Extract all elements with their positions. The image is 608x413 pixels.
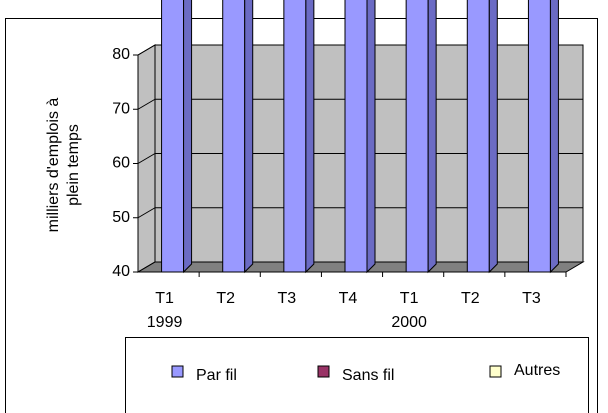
x-tick-label: T1 xyxy=(400,290,419,307)
legend-label: Par fil xyxy=(196,367,237,384)
legend-label: Sans fil xyxy=(342,367,394,384)
bar-segment xyxy=(466,0,498,274)
bar-side xyxy=(183,0,193,274)
bar-segment xyxy=(283,0,315,274)
bar-side xyxy=(305,0,315,274)
y-tick-label: 50 xyxy=(112,209,130,226)
y-axis-label: milliers d'emplois à xyxy=(45,98,62,233)
grid-line xyxy=(137,153,156,164)
bar-front xyxy=(222,0,246,273)
bar-front xyxy=(344,0,368,273)
y-tick-label: 80 xyxy=(112,46,130,63)
grid-line xyxy=(137,207,156,219)
bar-front xyxy=(283,0,307,273)
bar-front xyxy=(527,0,551,273)
x-tick-label: T4 xyxy=(339,290,358,307)
bar-side xyxy=(549,0,559,274)
grid-line xyxy=(137,44,156,56)
x-year-label: 2000 xyxy=(391,314,427,331)
x-tick-label: T2 xyxy=(216,290,235,307)
x-tick-label: T1 xyxy=(155,290,174,307)
bar-segment xyxy=(527,0,559,274)
bar-side xyxy=(488,0,498,274)
bar-side xyxy=(427,0,437,274)
bar-front xyxy=(405,0,429,273)
legend-label: Autres xyxy=(514,362,560,379)
legend-box xyxy=(125,337,589,413)
y-tick-label: 70 xyxy=(112,100,130,117)
bar-segment xyxy=(405,0,437,274)
bar-segment xyxy=(161,0,193,274)
x-tick-label: T2 xyxy=(461,290,480,307)
x-tick-label: T3 xyxy=(278,290,297,307)
legend-swatch xyxy=(317,365,330,378)
bar-front xyxy=(466,0,490,273)
y-tick-label: 40 xyxy=(112,263,130,280)
legend-swatch xyxy=(489,365,502,378)
x-tick-label: T3 xyxy=(522,290,541,307)
legend-swatch xyxy=(171,365,184,378)
grid-line xyxy=(137,261,156,273)
grid-line xyxy=(137,98,156,110)
bar-side xyxy=(366,0,376,274)
bar-segment xyxy=(344,0,376,274)
bar-segment xyxy=(222,0,254,274)
x-year-label: 1999 xyxy=(147,314,183,331)
y-tick-label: 60 xyxy=(112,155,130,172)
bar-side xyxy=(244,0,254,274)
bar-front xyxy=(161,0,185,273)
y-axis-label: plein temps xyxy=(65,124,82,206)
